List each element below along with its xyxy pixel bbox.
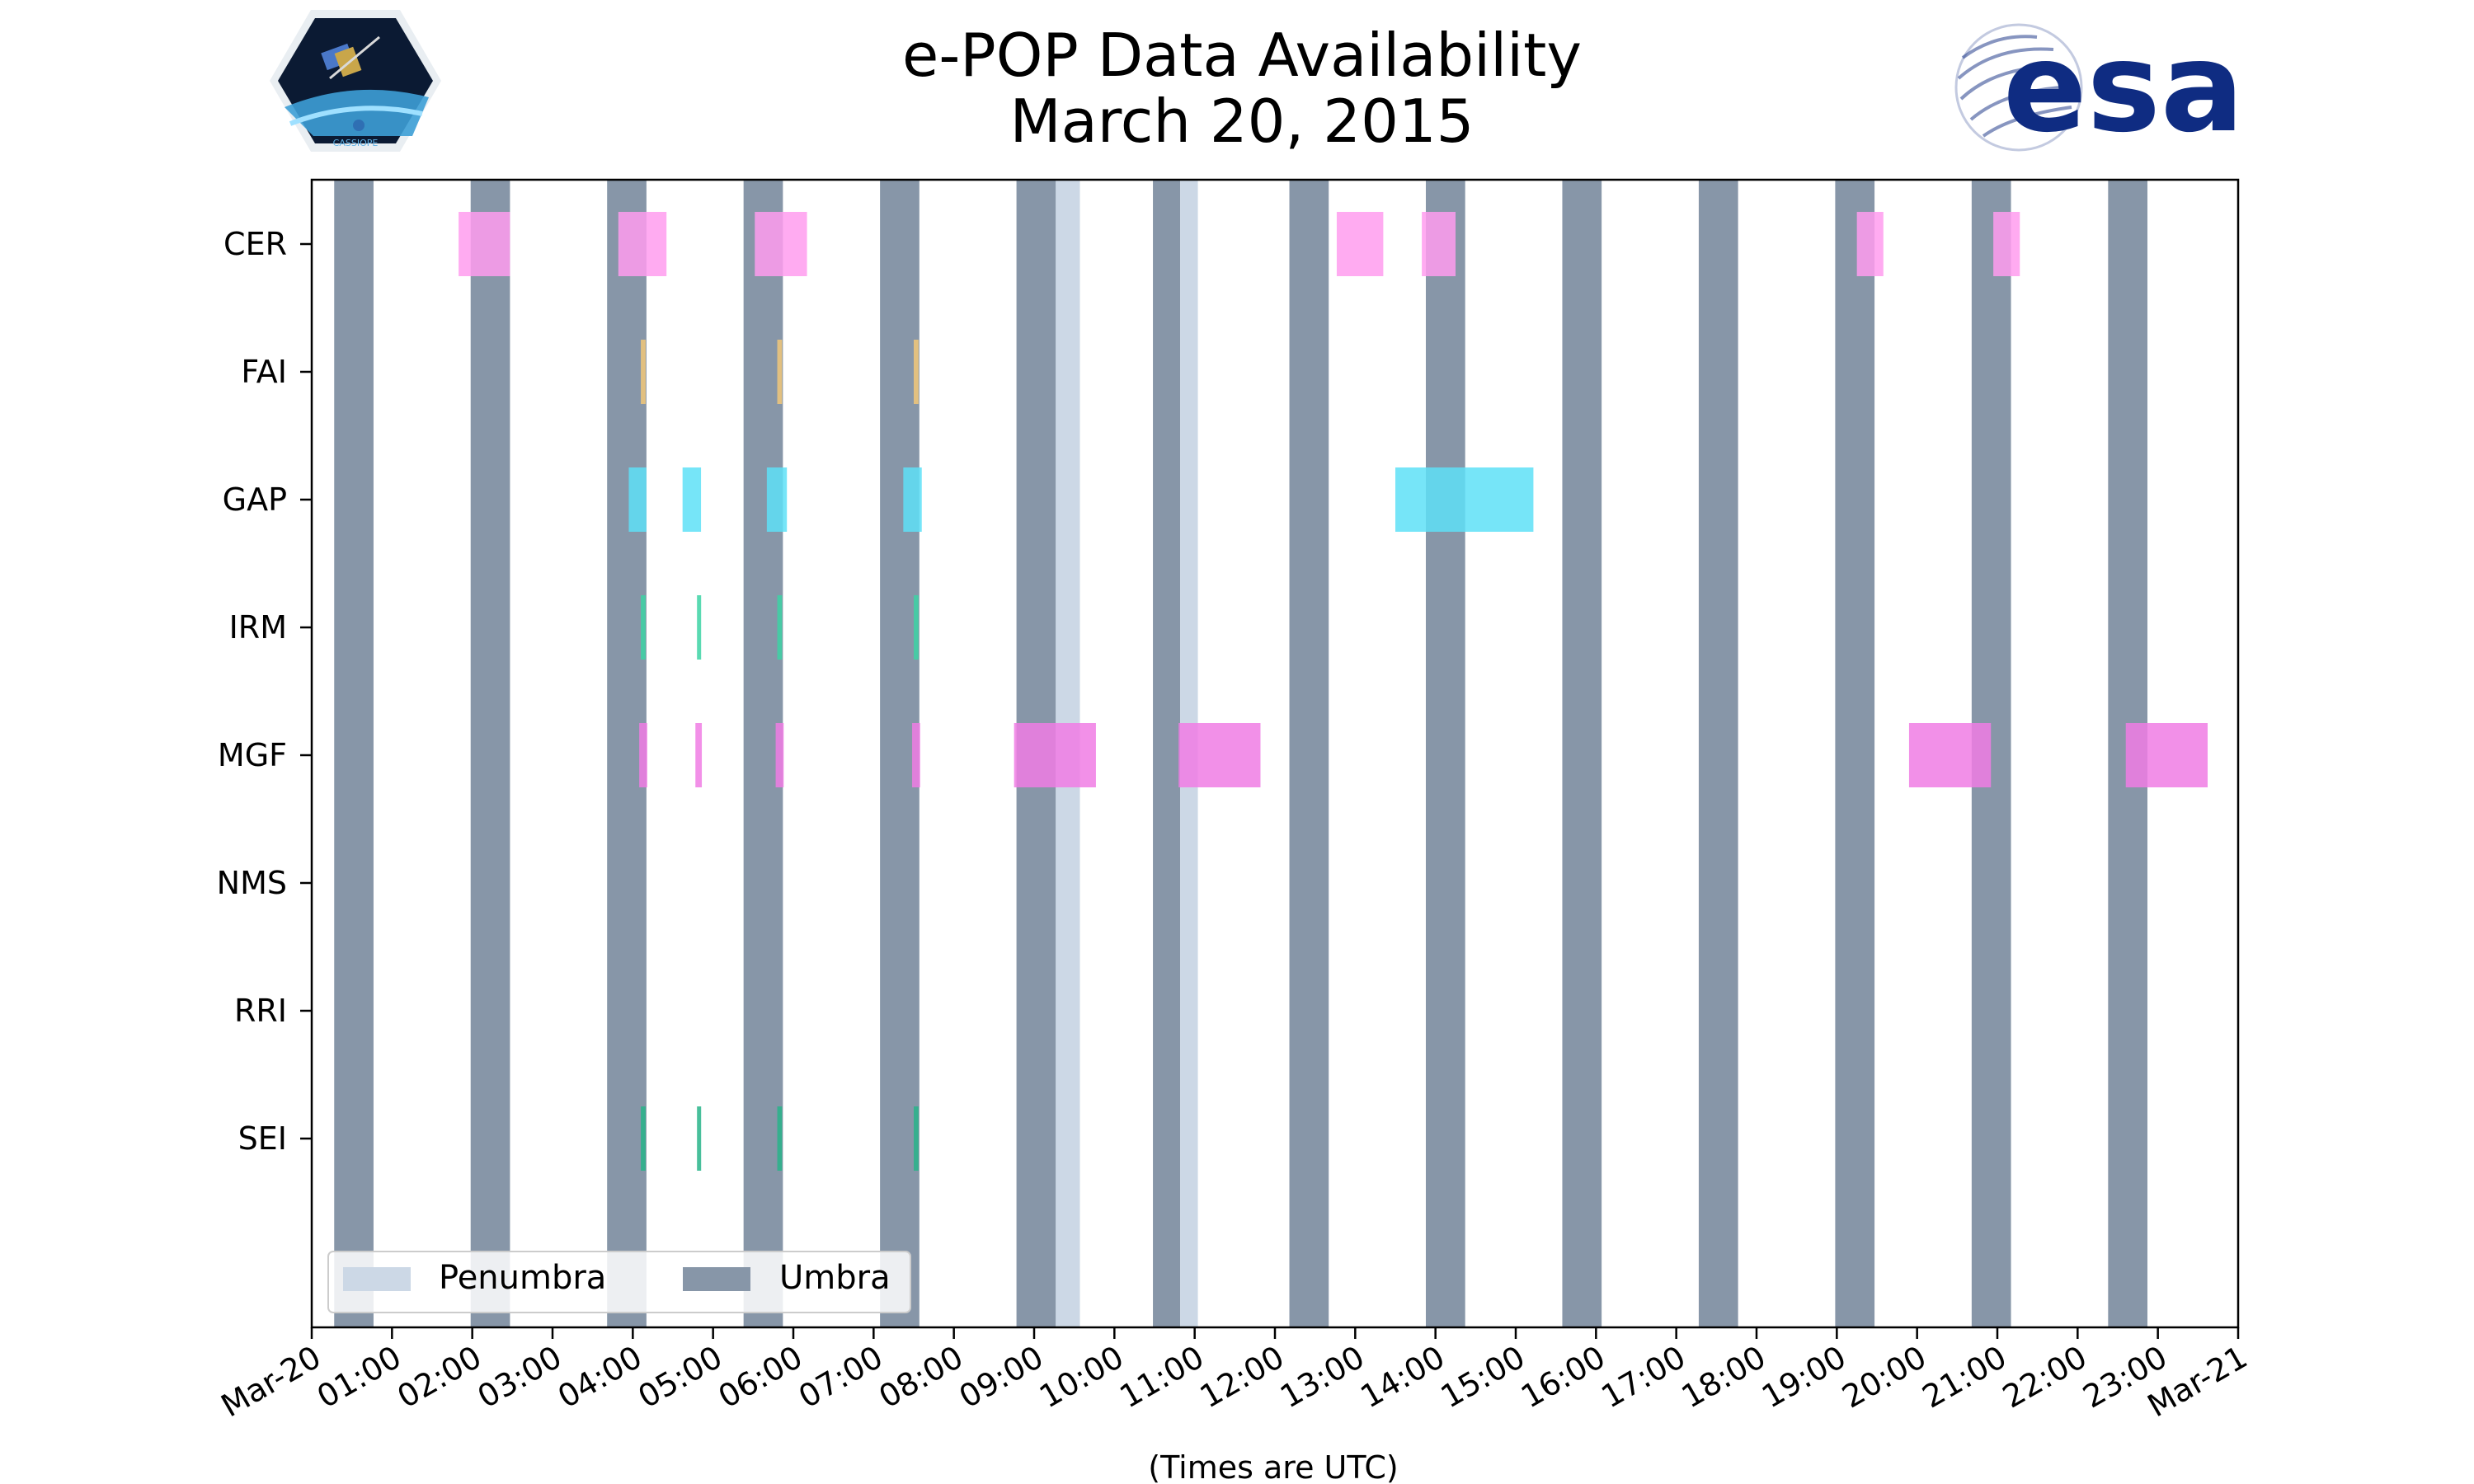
bar-mgf-0 — [639, 723, 647, 787]
x-tick-label-16: 16:00 — [1515, 1339, 1611, 1416]
x-tick-label-4: 04:00 — [552, 1339, 648, 1416]
bar-cer-5 — [1856, 212, 1884, 276]
x-tick-label-1: 01:00 — [311, 1339, 407, 1416]
x-tick-label-12: 12:00 — [1194, 1339, 1291, 1416]
chart-subtitle: March 20, 2015 — [1010, 87, 1475, 156]
bar-gap-0 — [628, 467, 647, 532]
cassiope-mission-patch-icon: CASSIOPE — [270, 10, 441, 152]
bar-cer-4 — [1422, 212, 1456, 276]
bar-irm-2 — [777, 595, 783, 660]
x-tick-label-13: 13:00 — [1274, 1339, 1371, 1416]
umbra-band-0 — [334, 180, 374, 1327]
y-tick-label-irm: IRM — [229, 609, 287, 646]
esa-logo-icon: esa — [1954, 16, 2244, 160]
bar-cer-3 — [1336, 212, 1384, 276]
x-tick-label-5: 05:00 — [632, 1339, 728, 1416]
x-tick-label-20: 20:00 — [1836, 1339, 1932, 1416]
x-tick-label-22: 22:00 — [1997, 1339, 2093, 1416]
y-axis: CER FAI GAP IRM MGF NMS RRI SEI — [217, 226, 312, 1157]
legend-box — [327, 1251, 911, 1313]
bar-irm-3 — [914, 595, 919, 660]
bar-mgf-3 — [912, 723, 920, 787]
bar-gap-1 — [682, 467, 702, 532]
bar-mgf-6 — [1908, 723, 1992, 787]
x-tick-label-6: 06:00 — [713, 1339, 809, 1416]
x-tick-label-3: 03:00 — [472, 1339, 568, 1416]
bar-sei-2 — [777, 1106, 783, 1171]
x-tick-label-2: 02:00 — [391, 1339, 487, 1416]
bar-irm-0 — [641, 595, 646, 660]
x-tick-label-11: 11:00 — [1113, 1339, 1210, 1416]
umbra-band-1 — [470, 180, 510, 1327]
bar-mgf-1 — [695, 723, 703, 787]
y-tick-label-cer: CER — [223, 226, 287, 262]
umbra-band-7 — [1289, 180, 1329, 1327]
y-tick-label-gap: GAP — [223, 481, 287, 518]
x-tick-label-8: 08:00 — [872, 1339, 969, 1416]
y-tick-label-fai: FAI — [241, 354, 287, 390]
bar-sei-3 — [914, 1106, 919, 1171]
bar-cer-6 — [1993, 212, 2020, 276]
bar-fai-0 — [641, 340, 646, 404]
umbra-band-8 — [1425, 180, 1465, 1327]
legend-swatch-umbra — [683, 1267, 750, 1291]
x-tick-label-21: 21:00 — [1917, 1339, 2013, 1416]
umbra-band-10 — [1698, 180, 1738, 1327]
x-tick-label-18: 18:00 — [1676, 1339, 1772, 1416]
bar-gap-4 — [1395, 467, 1534, 532]
bar-gap-3 — [903, 467, 922, 532]
x-tick-label-0: Mar-20 — [215, 1339, 327, 1425]
bar-sei-0 — [641, 1106, 646, 1171]
x-tick-label-7: 07:00 — [793, 1339, 889, 1416]
x-tick-label-14: 14:00 — [1354, 1339, 1451, 1416]
bar-mgf-7 — [2125, 723, 2208, 787]
legend-label-penumbra: Penumbra — [439, 1259, 606, 1297]
chart-title: e-POP Data Availability — [902, 21, 1582, 90]
bar-sei-1 — [697, 1106, 702, 1171]
y-tick-label-rri: RRI — [234, 993, 287, 1029]
cassiope-logo-text: CASSIOPE — [333, 138, 379, 148]
umbra-band-11 — [1835, 180, 1875, 1327]
x-axis-label: (Times are UTC) — [1148, 1449, 1398, 1484]
bar-cer-1 — [618, 212, 667, 276]
umbra-band-9 — [1562, 180, 1602, 1327]
instrument-bars — [459, 212, 2208, 1171]
x-tick-label-17: 17:00 — [1595, 1339, 1691, 1416]
bar-cer-0 — [459, 212, 510, 276]
bar-gap-2 — [766, 467, 788, 532]
y-tick-label-sei: SEI — [238, 1120, 287, 1157]
legend-swatch-penumbra — [343, 1267, 411, 1291]
bar-irm-1 — [697, 595, 702, 660]
bar-fai-1 — [777, 340, 783, 404]
x-tick-label-15: 15:00 — [1435, 1339, 1531, 1416]
bar-mgf-2 — [775, 723, 784, 787]
x-tick-label-9: 09:00 — [953, 1339, 1050, 1416]
bar-fai-2 — [914, 340, 919, 404]
bar-mgf-4 — [1014, 723, 1096, 787]
x-tick-label-10: 10:00 — [1033, 1339, 1130, 1416]
bar-cer-2 — [755, 212, 807, 276]
legend: Penumbra Umbra — [327, 1251, 911, 1313]
umbra-band-6 — [1153, 180, 1181, 1327]
x-tick-label-19: 19:00 — [1756, 1339, 1852, 1416]
y-tick-label-mgf: MGF — [218, 737, 287, 773]
y-tick-label-nms: NMS — [217, 865, 287, 901]
legend-label-umbra: Umbra — [779, 1259, 891, 1297]
x-axis: Mar-2001:0002:0003:0004:0005:0006:0007:0… — [215, 1327, 2254, 1424]
bar-mgf-5 — [1178, 723, 1261, 787]
esa-logo-text: esa — [2003, 16, 2244, 160]
